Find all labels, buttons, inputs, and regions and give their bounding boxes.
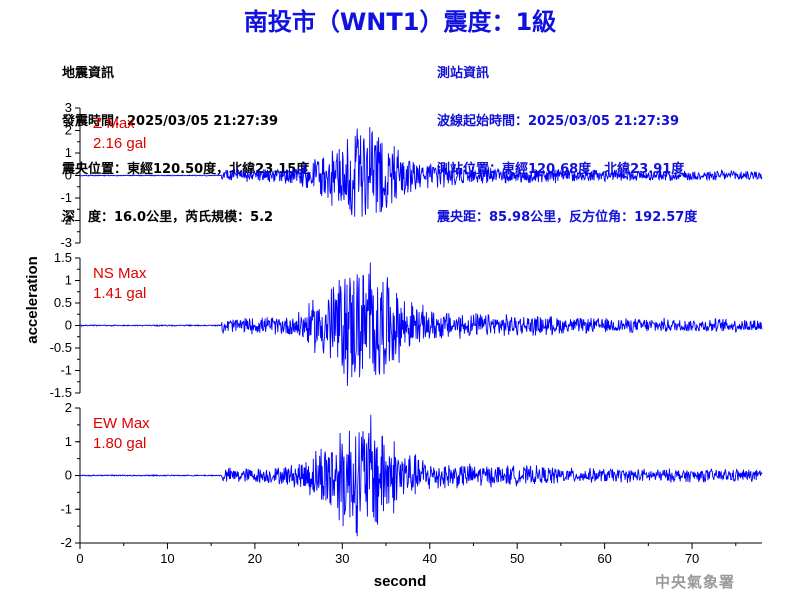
- y-tick-label: -1: [60, 190, 72, 205]
- y-tick-label: -0.5: [50, 340, 72, 355]
- earthquake-info: 地震資訊 發震時間：2025/03/05 21:27:39 震央位置：東經120…: [62, 34, 309, 258]
- waveform-ns: [79, 262, 763, 386]
- y-tick-label: 0: [65, 318, 72, 333]
- page-title: 南投市（WNT1）震度：1級: [243, 8, 557, 36]
- y-tick-label: -2: [60, 213, 72, 228]
- y-tick-label: 0: [65, 168, 72, 183]
- max-value-z: 2.16 gal: [93, 135, 146, 152]
- y-tick-label: 1: [65, 434, 72, 449]
- y-tick-label: 1.5: [54, 250, 72, 265]
- x-axis-label: second: [374, 573, 427, 590]
- x-tick-label: 60: [597, 551, 611, 566]
- waveform-ew: [80, 414, 763, 537]
- earthquake-info-heading: 地震資訊: [62, 66, 115, 81]
- x-tick-label: 30: [335, 551, 349, 566]
- agency-label: 中央氣象署: [655, 573, 736, 591]
- x-tick-label: 20: [248, 551, 262, 566]
- y-tick-label: -1: [60, 501, 72, 516]
- waveform-z: [79, 127, 763, 217]
- station-info: 測站資訊 波線起始時間：2025/03/05 21:27:39 測站位置：東經1…: [437, 34, 697, 258]
- station-info-heading: 測站資訊: [437, 66, 490, 81]
- y-tick-label: 0.5: [54, 295, 72, 310]
- y-tick-label: 1: [65, 273, 72, 288]
- y-tick-label: 2: [65, 400, 72, 415]
- y-tick-label: 0: [65, 468, 72, 483]
- x-tick-label: 10: [160, 551, 174, 566]
- y-tick-label: -2: [60, 535, 72, 550]
- y-tick-label: -1: [60, 363, 72, 378]
- y-tick-label: -3: [60, 235, 72, 250]
- max-label-ns: NS Max: [93, 265, 147, 282]
- origin-time: 發震時間：2025/03/05 21:27:39: [62, 114, 279, 129]
- x-tick-label: 70: [685, 551, 699, 566]
- epicentral-distance: 震央距：85.98公里，反方位角：192.57度: [437, 210, 698, 225]
- y-tick-label: 3: [65, 100, 72, 115]
- max-label-ew: EW Max: [93, 415, 150, 432]
- y-tick-label: -1.5: [50, 385, 72, 400]
- x-tick-label: 50: [510, 551, 524, 566]
- max-label-z: Z Max: [93, 115, 135, 132]
- x-tick-label: 0: [76, 551, 83, 566]
- y-tick-label: 1: [65, 145, 72, 160]
- depth-magnitude: 深 度：16.0公里，芮氏規模：5.2: [62, 210, 274, 225]
- max-value-ns: 1.41 gal: [93, 285, 146, 302]
- x-tick-label: 40: [423, 551, 437, 566]
- y-axis-label: acceleration: [24, 256, 41, 344]
- max-value-ew: 1.80 gal: [93, 435, 146, 452]
- wave-start-time: 波線起始時間：2025/03/05 21:27:39: [437, 114, 680, 129]
- y-tick-label: 2: [65, 123, 72, 138]
